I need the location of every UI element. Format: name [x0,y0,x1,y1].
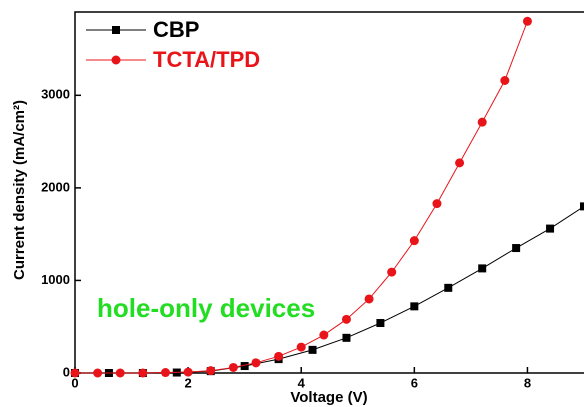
data-point [70,368,80,378]
y-tick-label: 1000 [41,272,70,287]
x-tick-label: 8 [524,375,531,390]
data-point [387,267,397,277]
data-point [477,117,487,127]
x-tick-label: 6 [411,375,418,390]
y-axis-label: Current density (mA/cm²) [11,100,28,280]
data-point [296,342,306,352]
legend-marker [112,26,120,34]
x-tick-label: 2 [184,375,191,390]
data-point [319,330,329,340]
legend-label: TCTA/TPD [153,47,260,72]
annotation: hole-only devices [97,293,315,323]
data-point [409,236,419,246]
legend-label: CBP [153,17,199,42]
data-point [228,362,238,372]
data-point [342,333,351,342]
x-tick-label: 4 [298,375,306,390]
data-point [376,319,385,328]
data-point [512,244,521,253]
data-point [522,16,532,26]
data-point [115,368,125,378]
data-point [580,202,584,211]
legend-marker [111,55,121,65]
y-tick-label: 2000 [41,179,70,194]
data-point [138,368,148,378]
data-point [364,294,374,304]
x-axis-label: Voltage (V) [290,389,367,406]
data-point [432,199,442,209]
data-point [308,345,317,354]
data-point [500,75,510,85]
plot-frame [74,11,584,374]
y-tick-label: 0 [63,364,70,379]
data-point [444,283,453,292]
data-point [478,264,487,273]
data-point [546,224,555,233]
data-point [240,362,249,371]
data-point [183,367,193,377]
series-line [75,205,584,374]
x-tick-label: 0 [71,375,78,390]
data-point [251,358,261,368]
data-point [341,314,351,324]
data-point [206,366,216,376]
data-point [93,368,103,378]
data-point [410,302,419,311]
y-tick-label: 3000 [41,87,70,102]
data-point [455,158,465,168]
data-point [160,368,170,378]
data-point [274,351,284,361]
